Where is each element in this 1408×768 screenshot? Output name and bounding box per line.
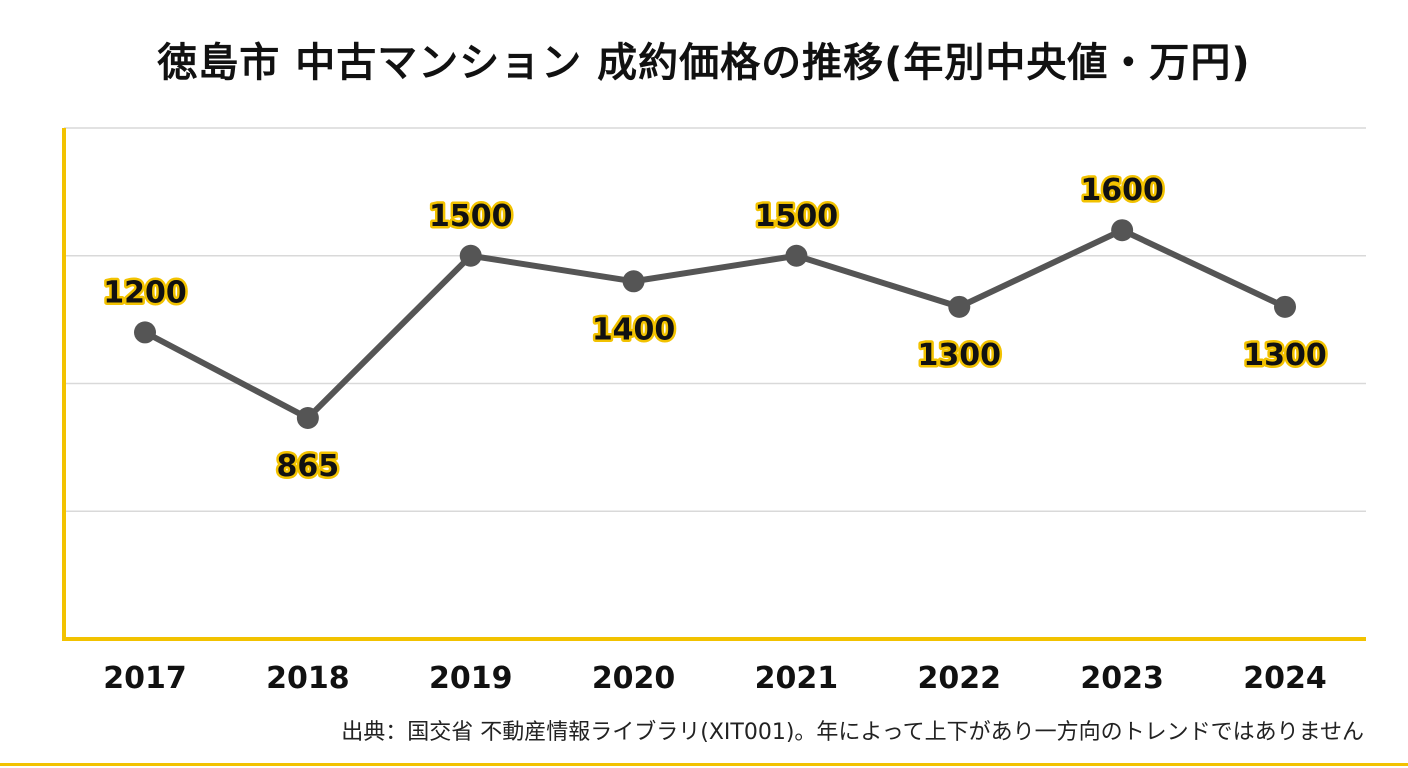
- chart-title: 徳島市 中古マンション 成約価格の推移(年別中央値・万円): [157, 40, 1251, 86]
- data-point: [622, 270, 645, 293]
- x-tick-label: 2018: [266, 661, 350, 696]
- x-tick-label: 2020: [592, 661, 676, 696]
- x-tick-label: 2017: [103, 661, 187, 696]
- x-tick-label: 2021: [755, 661, 839, 696]
- x-tick-label: 2024: [1243, 661, 1327, 696]
- data-points: [134, 219, 1296, 429]
- x-tick-label: 2023: [1080, 661, 1164, 696]
- bottom-divider: [0, 763, 1408, 766]
- data-labels: 1200 865 1500 1400 1500 1300 1600 1300: [101, 171, 1330, 487]
- x-tick-label: 2019: [429, 661, 513, 696]
- data-label: 1300: [1243, 338, 1327, 373]
- data-point: [948, 295, 971, 318]
- data-point: [134, 321, 156, 344]
- data-label: 1200: [103, 275, 187, 310]
- data-point: [785, 244, 808, 267]
- gridlines: [64, 127, 1366, 512]
- data-point: [1111, 219, 1134, 242]
- data-label: 1400: [592, 312, 676, 347]
- data-label: 1600: [1080, 173, 1164, 208]
- data-label: 1500: [755, 199, 839, 234]
- series-line: [143, 227, 1287, 421]
- data-label: 1500: [429, 199, 513, 234]
- series-line-layer: [143, 227, 1287, 421]
- data-label: 865: [277, 449, 340, 484]
- x-tick-label: 2022: [918, 661, 1002, 696]
- data-point: [1274, 295, 1296, 318]
- source-note: 出典：国交省 不動産情報ライブラリ(XIT001)。年によって上下があり一方向の…: [341, 720, 1364, 745]
- data-point: [296, 406, 319, 429]
- data-point: [459, 244, 482, 267]
- data-label: 1300: [918, 338, 1002, 373]
- x-tick-labels: 2017 2018 2019 2020 2021 2022 2023 2024: [103, 661, 1327, 696]
